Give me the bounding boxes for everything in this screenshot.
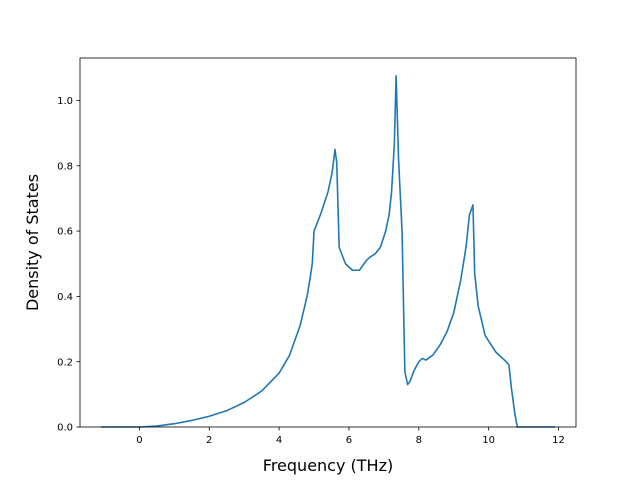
- plot-line-layer: [100, 75, 556, 428]
- x-axis-ticks: 0 2 4 6 8 10 12: [136, 427, 565, 446]
- y-axis-ticks: 0.0 0.2 0.4 0.6 0.8 1.0: [57, 96, 80, 434]
- y-tick-label: 0.6: [57, 227, 73, 238]
- x-tick-label: 6: [346, 435, 352, 446]
- axes-frame: [79, 57, 577, 428]
- x-tick-label: 8: [416, 435, 422, 446]
- y-tick-label: 0.2: [57, 357, 73, 368]
- y-tick-label: 0.8: [57, 161, 73, 172]
- y-tick-label: 0.4: [57, 292, 73, 303]
- x-tick-label: 0: [136, 435, 142, 446]
- x-tick-label: 12: [552, 435, 565, 446]
- y-tick-label: 1.0: [57, 96, 73, 107]
- y-tick-label: 0.0: [57, 423, 73, 434]
- dos-series-line: [100, 75, 556, 428]
- x-axis-label: Frequency (THz): [263, 456, 393, 475]
- x-tick-label: 10: [482, 435, 495, 446]
- y-axis-label: Density of States: [23, 174, 42, 311]
- x-tick-label: 4: [276, 435, 282, 446]
- x-tick-label: 2: [206, 435, 212, 446]
